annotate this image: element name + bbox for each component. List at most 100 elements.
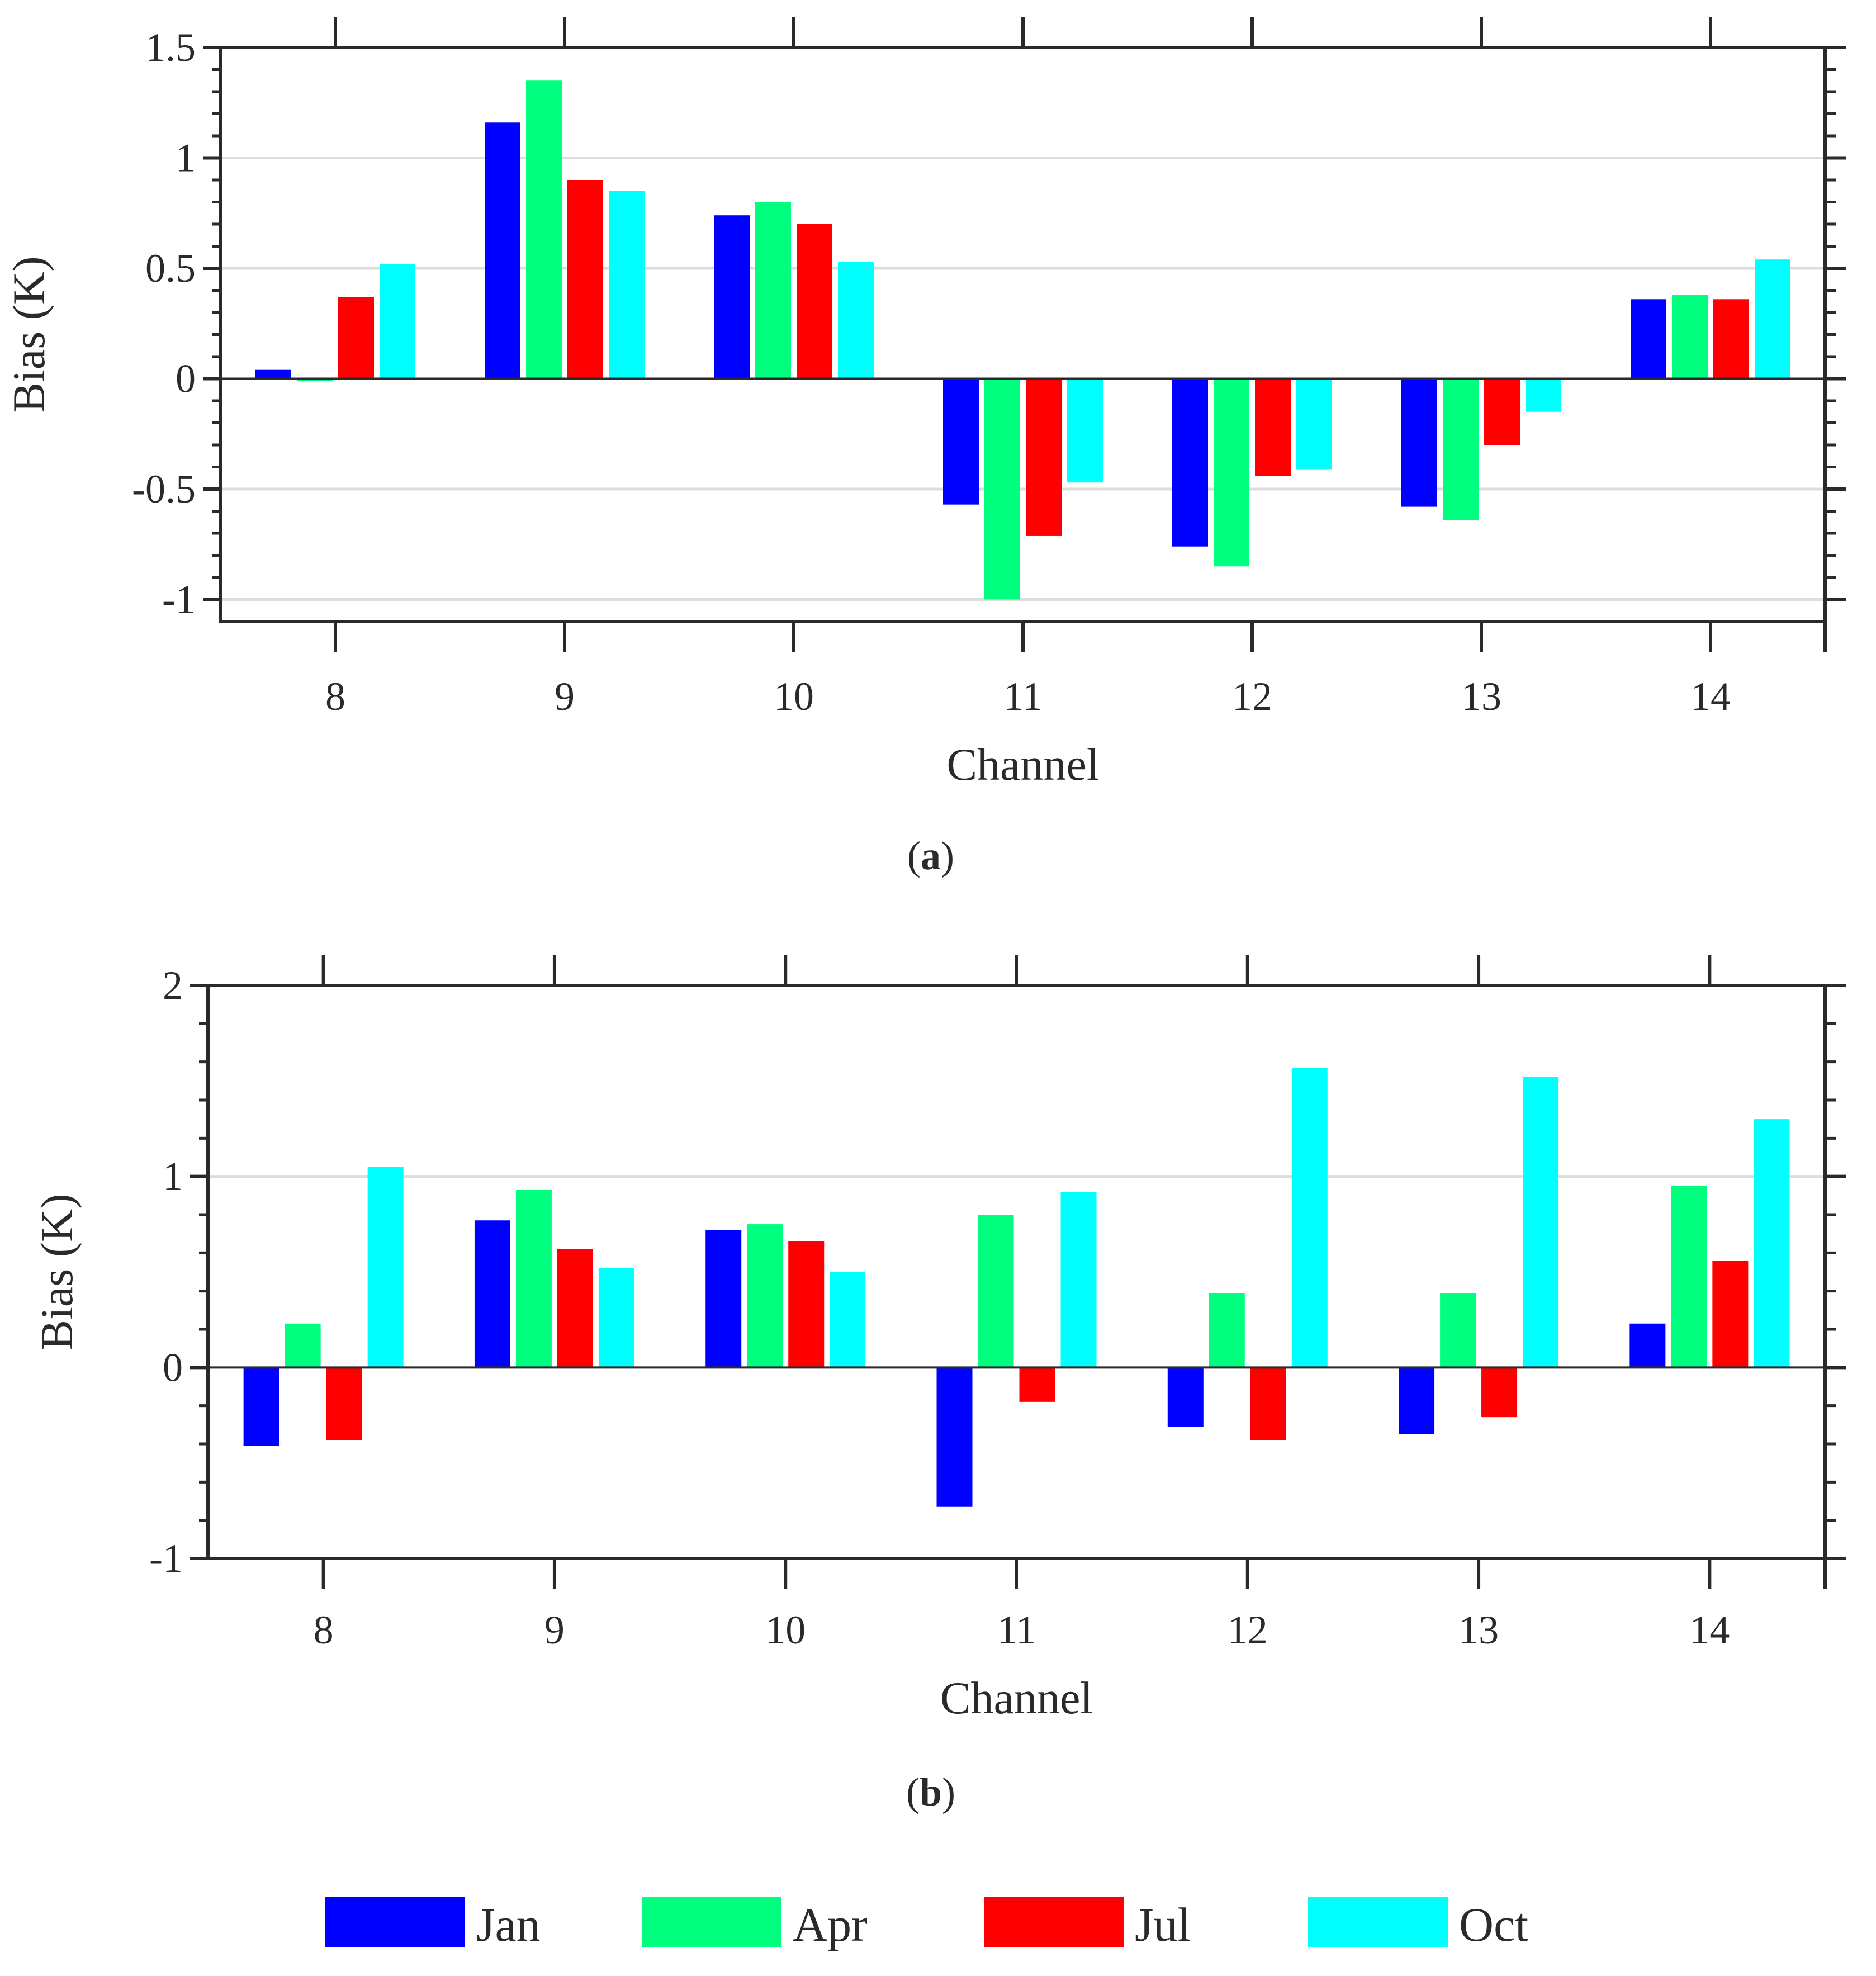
legend-label-oct: Oct — [1459, 1898, 1528, 1951]
bar-oct-ch13 — [1523, 1077, 1559, 1368]
bar-apr-ch11 — [978, 1215, 1014, 1368]
y-tick-label: 0.5 — [145, 246, 196, 291]
chart-panel-a: -1 -0.5 0 0.5 1 1.5 8 9 10 11 12 13 14 Channel Bias (K… — [3, 17, 1846, 878]
bar-jul-ch12 — [1255, 378, 1291, 476]
bar-oct-ch11 — [1067, 378, 1103, 483]
bar-jul-ch8 — [326, 1367, 362, 1440]
x-tick-label: 12 — [1232, 674, 1272, 719]
bar-jul-ch13 — [1481, 1367, 1518, 1418]
bar-apr-ch13 — [1443, 378, 1479, 520]
x-tick-label: 10 — [774, 674, 814, 719]
x-tick-label: 8 — [314, 1608, 334, 1652]
y-tick-label: -1 — [149, 1536, 183, 1581]
x-axis-label: Channel — [946, 739, 1099, 790]
bar-oct-ch10 — [838, 262, 874, 379]
panel-letter: a — [921, 833, 941, 878]
x-tick-label: 9 — [555, 674, 575, 719]
bar-oct-ch12 — [1296, 378, 1332, 470]
bar-oct-ch10 — [830, 1272, 866, 1368]
bar-jul-ch11 — [1019, 1367, 1055, 1402]
bar-apr-ch13 — [1440, 1293, 1476, 1368]
bar-oct-ch8 — [380, 264, 415, 379]
legend-swatch-jan — [325, 1897, 465, 1947]
bar-oct-ch8 — [367, 1167, 404, 1368]
bar-jul-ch10 — [797, 224, 832, 379]
bar-apr-ch14 — [1672, 295, 1708, 379]
legend-swatch-oct — [1308, 1897, 1448, 1947]
bar-oct-ch9 — [609, 191, 645, 379]
legend-swatch-jul — [984, 1897, 1124, 1947]
bar-apr-ch12 — [1209, 1293, 1245, 1368]
bar-apr-ch9 — [526, 80, 562, 379]
bar-jul-ch10 — [788, 1241, 825, 1368]
bar-jan-ch9 — [485, 122, 520, 379]
x-tick-label: 11 — [1003, 674, 1042, 719]
plot-frame — [219, 46, 1827, 623]
x-tick-label: 11 — [997, 1608, 1036, 1652]
bar-apr-ch12 — [1214, 378, 1249, 567]
bar-apr-ch14 — [1671, 1186, 1707, 1368]
bar-oct-ch11 — [1060, 1192, 1097, 1368]
bar-apr-ch9 — [515, 1190, 552, 1368]
bar-oct-ch14 — [1754, 1119, 1790, 1368]
legend-label-apr: Apr — [793, 1898, 868, 1951]
y-tick-label: 1 — [163, 1154, 183, 1199]
y-tick-label: 1.5 — [145, 25, 196, 70]
x-tick-label: 14 — [1689, 1608, 1730, 1652]
x-axis-label: Channel — [940, 1672, 1093, 1723]
y-tick-label: 0 — [176, 357, 196, 401]
bar-jul-ch13 — [1484, 378, 1520, 445]
x-tick-label: 8 — [325, 674, 345, 719]
bar-jan-ch10 — [714, 215, 750, 379]
panel-letter: b — [920, 1770, 942, 1814]
bar-jul-ch8 — [338, 297, 374, 379]
y-tick-label: 2 — [163, 963, 183, 1008]
bar-jan-ch11 — [936, 1367, 973, 1507]
legend-swatch-apr — [642, 1897, 781, 1947]
bar-jan-ch13 — [1399, 1367, 1435, 1434]
bar-jul-ch11 — [1026, 378, 1062, 536]
bar-jan-ch12 — [1167, 1367, 1204, 1427]
bar-jan-ch14 — [1631, 299, 1666, 379]
bar-apr-ch8 — [285, 1323, 321, 1368]
x-tick-label: 13 — [1458, 1608, 1499, 1652]
x-tick-label: 10 — [765, 1608, 806, 1652]
x-tick-label: 12 — [1228, 1608, 1268, 1652]
bar-jul-ch14 — [1713, 299, 1749, 379]
bar-jul-ch12 — [1250, 1367, 1286, 1440]
y-axis-label: Bias (K) — [3, 256, 54, 413]
bar-jan-ch14 — [1629, 1323, 1666, 1368]
bar-apr-ch10 — [755, 202, 791, 379]
bar-oct-ch12 — [1291, 1067, 1328, 1368]
bar-jan-ch8 — [255, 369, 291, 379]
bar-jan-ch9 — [474, 1220, 510, 1368]
panel-label: (a) — [907, 833, 954, 878]
bar-jan-ch13 — [1401, 378, 1437, 507]
bar-oct-ch14 — [1755, 259, 1790, 379]
y-tick-label: -0.5 — [132, 467, 196, 511]
y-tick-label: 1 — [176, 136, 196, 181]
bar-apr-ch10 — [747, 1224, 783, 1368]
bar-jul-ch9 — [567, 180, 603, 379]
bar-jan-ch8 — [243, 1367, 279, 1446]
y-axis-label: Bias (K) — [31, 1193, 82, 1350]
legend-label-jul: Jul — [1135, 1898, 1191, 1951]
y-tick-label: 0 — [163, 1345, 183, 1390]
legend-label-jan: Jan — [476, 1898, 541, 1951]
plot-frame — [206, 984, 1827, 1560]
bar-jan-ch12 — [1172, 378, 1208, 547]
panel-label: (b) — [906, 1770, 955, 1814]
x-tick-label: 9 — [544, 1608, 565, 1652]
bar-apr-ch11 — [984, 378, 1020, 600]
bar-jul-ch9 — [557, 1249, 593, 1368]
bar-jan-ch11 — [943, 378, 979, 505]
bar-oct-ch9 — [598, 1268, 634, 1368]
y-tick-label: -1 — [162, 577, 196, 622]
x-tick-label: 14 — [1690, 674, 1731, 719]
x-tick-label: 13 — [1461, 674, 1501, 719]
legend: Jan Apr Jul Oct — [325, 1897, 1528, 1951]
bar-jan-ch10 — [705, 1230, 742, 1368]
bar-jul-ch14 — [1712, 1261, 1749, 1368]
